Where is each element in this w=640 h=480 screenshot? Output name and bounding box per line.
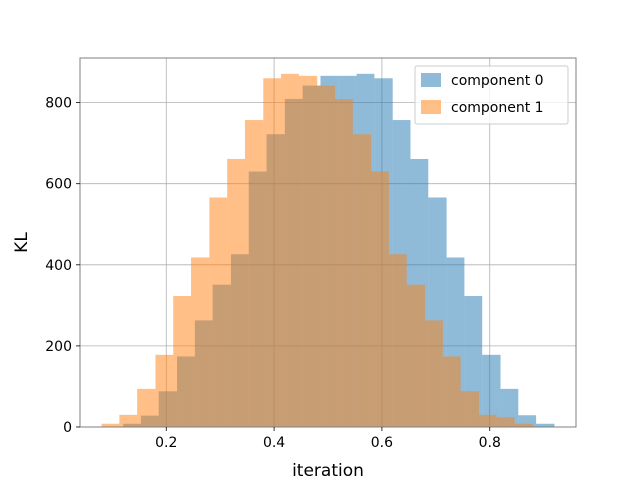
bar-series-1-bin-22 bbox=[496, 417, 515, 427]
bar-series-1-bin-17 bbox=[406, 284, 426, 427]
bars-layer bbox=[101, 73, 555, 428]
x-tick-label-0: 0.2 bbox=[155, 435, 177, 451]
y-tick-label-2: 400 bbox=[45, 258, 72, 274]
y-tick-label-3: 600 bbox=[45, 177, 72, 193]
legend-label-component-1: component 1 bbox=[451, 100, 544, 116]
bar-series-1-bin-8 bbox=[244, 120, 264, 428]
bar-series-1-bin-0 bbox=[101, 423, 120, 427]
bar-series-1-bin-21 bbox=[478, 414, 497, 427]
bar-series-1-bin-15 bbox=[371, 171, 389, 427]
bar-series-1-bin-16 bbox=[388, 254, 407, 427]
bar-series-1-bin-14 bbox=[352, 134, 372, 427]
x-axis-label: iteration bbox=[292, 461, 364, 480]
x-tick-label-2: 0.6 bbox=[371, 435, 393, 451]
bar-series-1-bin-13 bbox=[335, 98, 353, 427]
y-tick-label-1: 200 bbox=[45, 339, 72, 355]
legend-box bbox=[414, 65, 569, 125]
y-axis-label: KL bbox=[12, 232, 32, 253]
y-tick-label-4: 800 bbox=[45, 96, 72, 112]
bar-series-1-bin-12 bbox=[317, 85, 336, 428]
bar-series-1-bin-18 bbox=[425, 320, 443, 427]
x-tick-label-1: 0.4 bbox=[263, 435, 285, 451]
bar-series-1-bin-6 bbox=[209, 197, 228, 427]
bar-series-1-bin-4 bbox=[173, 296, 192, 427]
legend-label-component-0: component 0 bbox=[451, 73, 544, 89]
legend-swatch-component-0 bbox=[421, 73, 441, 87]
bar-series-0-bin-22 bbox=[518, 415, 537, 427]
plot-frame bbox=[79, 57, 577, 428]
bar-series-1-bin-11 bbox=[298, 75, 318, 427]
bar-series-1-bin-7 bbox=[227, 158, 245, 427]
bar-series-1-bin-20 bbox=[460, 391, 479, 427]
bar-series-1-bin-2 bbox=[137, 388, 156, 427]
bar-series-1-bin-23 bbox=[514, 423, 533, 427]
axis-ticks: 0.2 0.4 0.6 0.8 0 200 400 600 800 bbox=[45, 96, 501, 451]
y-tick-label-0: 0 bbox=[63, 420, 72, 436]
bar-series-1-bin-19 bbox=[442, 356, 461, 427]
bar-series-1-bin-9 bbox=[263, 78, 282, 428]
bar-series-1-bin-5 bbox=[191, 257, 210, 427]
x-tick-label-3: 0.8 bbox=[479, 435, 501, 451]
legend-swatch-component-1 bbox=[421, 100, 441, 114]
bar-series-1-bin-3 bbox=[155, 354, 174, 427]
bar-series-1-bin-10 bbox=[281, 73, 299, 428]
legend: component 0 component 1 bbox=[414, 65, 569, 125]
bar-series-0-bin-20 bbox=[482, 354, 501, 427]
bar-series-0-bin-23 bbox=[536, 423, 555, 427]
bar-series-1-bin-1 bbox=[119, 414, 138, 427]
